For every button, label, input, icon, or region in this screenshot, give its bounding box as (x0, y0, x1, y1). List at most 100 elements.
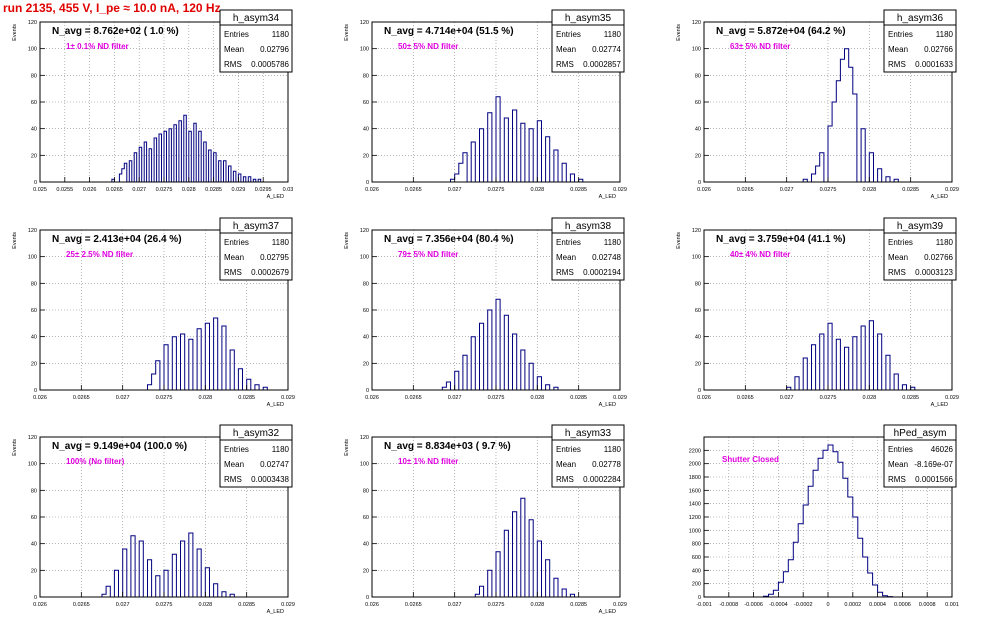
x-tick-label: 0.027 (448, 395, 462, 401)
x-tick-label: 0.029 (945, 395, 959, 401)
x-tick-label: 0.027 (132, 187, 146, 193)
y-tick-label: 80 (363, 73, 369, 79)
stat-label: Mean (888, 460, 908, 469)
stat-value: 1180 (936, 30, 954, 39)
histogram-bin (496, 299, 500, 390)
histogram-panel-hPed_asym: -0.001 -0.0008 -0.0006 -0.0004 -0.0002 0 0.000… (689, 424, 959, 608)
stat-value: 0.0002857 (583, 60, 621, 69)
histogram-bin (845, 347, 849, 390)
histogram-bin (106, 586, 110, 597)
y-tick-label: 120 (28, 228, 37, 234)
x-tick-label: 0.0295 (255, 187, 272, 193)
histogram-bin (562, 589, 566, 597)
histogram-name: h_asym36 (897, 13, 944, 24)
histogram-bin (783, 572, 788, 597)
stat-value: 1180 (936, 238, 954, 247)
y-tick-label: 1400 (689, 502, 701, 508)
histogram-bin (840, 59, 844, 182)
histogram-panel-h_asym38: 0.026 0.0265 0.027 0.0275 0.028 0.0285 0.029 0 2… (344, 217, 627, 408)
histogram-name: h_asym32 (233, 428, 280, 439)
navg-label: N_avg = 8.834e+03 ( 9.7 %) (384, 441, 511, 452)
histogram-bin (793, 542, 798, 597)
x-tick-label: 0.03 (283, 187, 294, 193)
y-tick-label: 40 (363, 335, 369, 341)
y-tick-label: 100 (692, 255, 701, 261)
y-tick-label: 80 (363, 281, 369, 287)
histogram-name: h_asym38 (565, 221, 612, 232)
histogram-bin (214, 584, 218, 597)
y-tick-label: 40 (31, 542, 37, 548)
y-tick-label: 100 (28, 47, 37, 53)
y-tick-label: 100 (360, 47, 369, 53)
x-tick-label: 0.026 (697, 395, 711, 401)
histogram-bin (828, 126, 832, 182)
x-tick-label: 0.027 (116, 395, 130, 401)
histogram-bin (537, 121, 541, 182)
y-tick-label: 1600 (689, 488, 701, 494)
y-tick-label: 80 (31, 281, 37, 287)
y-tick-label: 20 (363, 568, 369, 574)
stat-value: 0.0002284 (583, 475, 621, 484)
x-tick-label: 0.027 (448, 602, 462, 608)
histogram-bin (861, 326, 865, 390)
histogram-bin (529, 520, 533, 597)
y-tick-label: 80 (695, 73, 701, 79)
histogram-bin (778, 582, 783, 597)
y-tick-label: 40 (363, 127, 369, 133)
x-tick-label: 0.0265 (405, 395, 422, 401)
y-tick-label: 120 (692, 20, 701, 26)
histogram-bin (853, 94, 857, 182)
stat-value: 0.0003438 (251, 475, 289, 484)
histogram-bin (869, 153, 873, 182)
stat-label: Entries (888, 30, 913, 39)
histogram-bin (189, 339, 193, 390)
histogram-bin (214, 318, 218, 390)
histogram-bin (808, 486, 813, 597)
x-tick-label: -0.0004 (769, 602, 788, 608)
stat-label: Entries (224, 445, 249, 454)
x-tick-label: 0.026 (33, 395, 47, 401)
x-tick-label: -0.0006 (744, 602, 763, 608)
y-tick-label: 40 (695, 335, 701, 341)
histogram-panel-h_asym33: 0.026 0.0265 0.027 0.0275 0.028 0.0285 0.029 0 2… (344, 424, 627, 615)
filter-label: 1± 0.1% ND filter (66, 42, 129, 51)
stat-label: Mean (556, 45, 576, 54)
x-tick-label: 0.028 (530, 187, 544, 193)
x-tick-label: 0.027 (448, 187, 462, 193)
y-tick-label: 80 (31, 73, 37, 79)
stat-label: Entries (224, 238, 249, 247)
stat-label: Entries (888, 445, 913, 454)
stats-box-frame (883, 424, 957, 488)
page-title: run 2135, 455 V, I_pe ≈ 10.0 nA, 120 Hz (3, 1, 221, 15)
histogram-bin (863, 557, 868, 597)
histogram-bin (255, 385, 259, 390)
histogram-bin (849, 67, 853, 182)
stats-box: hPed_asym Entries 46026 Mean -8.169e-07 RMS 0.… (883, 424, 957, 488)
histogram-bin (554, 150, 558, 182)
stat-label: RMS (224, 268, 242, 277)
histogram-bin (513, 512, 517, 597)
stat-value: 1180 (604, 238, 622, 247)
filter-label: 10± 1% ND filter (398, 457, 458, 466)
histogram-bin (513, 110, 517, 182)
y-tick-label: 100 (692, 47, 701, 53)
x-tick-label: 0.0275 (156, 602, 173, 608)
histogram-name: hPed_asym (894, 428, 947, 439)
stat-label: Entries (888, 238, 913, 247)
histogram-bin (868, 573, 873, 597)
x-tick-label: 0.0275 (156, 187, 173, 193)
x-tick-label: 0.0285 (570, 187, 587, 193)
stat-label: Entries (556, 30, 581, 39)
histogram-name: h_asym34 (233, 13, 280, 24)
x-tick-label: 0.0285 (205, 187, 222, 193)
histogram-bin (886, 177, 890, 182)
x-tick-label: 0.026 (365, 602, 379, 608)
navg-label: N_avg = 4.714e+04 (51.5 %) (384, 26, 514, 37)
x-tick-label: 0.0285 (570, 602, 587, 608)
histogram-bin (795, 377, 799, 390)
x-tick-label: 0.027 (780, 187, 794, 193)
x-tick-label: 0.0275 (488, 187, 505, 193)
y-tick-label: 0 (366, 180, 369, 186)
histogram-bin (238, 369, 242, 390)
